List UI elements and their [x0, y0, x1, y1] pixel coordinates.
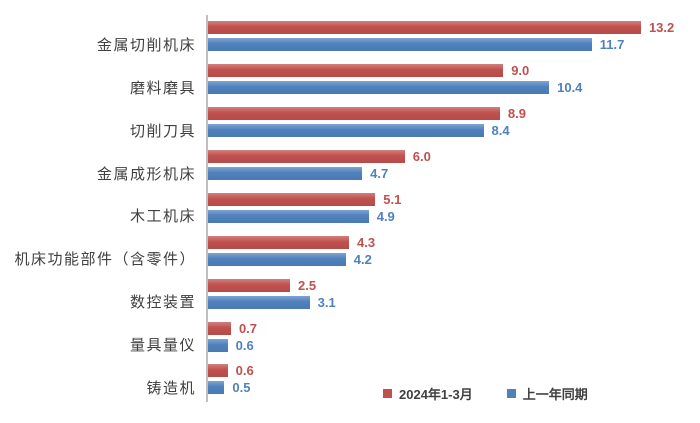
bar-pair: 0.7 0.6 [208, 320, 258, 353]
legend-label-previous-year: 上一年同期 [522, 387, 588, 402]
bar-pair: 2.5 3.1 [208, 277, 336, 310]
bar-line: 6.0 [208, 149, 431, 165]
bar-line: 11.7 [208, 37, 674, 53]
category-row: 金属切削机床 13.2 11.7 [0, 20, 700, 54]
bar-previous-year [208, 124, 484, 138]
legend-label-2024: 2024年1-3月 [399, 387, 473, 402]
bar-pair: 8.9 8.4 [208, 106, 526, 139]
bar-current-period [208, 364, 228, 378]
category-label: 木工机床 [129, 208, 196, 226]
category-label: 金属成形机床 [96, 165, 196, 183]
bar-line: 0.7 [208, 320, 258, 336]
bar-pair: 4.3 4.2 [208, 234, 376, 267]
bar-current-period [208, 21, 641, 35]
bar-current-period [208, 64, 504, 78]
bar-previous-year [208, 252, 346, 266]
value-label-previous-year: 4.7 [370, 166, 389, 182]
category-row: 量具量仪 0.7 0.6 [0, 320, 700, 355]
category-row: 机床功能部件（含零件） 4.3 4.2 [0, 234, 700, 269]
value-label-current-period: 6.0 [412, 149, 431, 165]
category-row: 数控装置 2.5 3.1 [0, 277, 700, 312]
bar-previous-year [208, 38, 592, 52]
bar-line: 0.6 [208, 337, 257, 353]
bar-line: 0.5 [208, 380, 254, 396]
value-label-previous-year: 10.4 [557, 80, 583, 96]
value-label-current-period: 9.0 [511, 63, 530, 79]
value-label-previous-year: 8.4 [491, 123, 510, 139]
value-label-previous-year: 4.9 [376, 208, 395, 224]
category-row: 金属成形机床 6.0 4.7 [0, 149, 700, 183]
value-label-current-period: 13.2 [648, 20, 675, 36]
bar-previous-year [208, 81, 550, 95]
category-row: 铸造机 0.6 0.5 [0, 363, 700, 397]
value-label-current-period: 4.3 [357, 234, 376, 250]
bar-line: 10.4 [208, 80, 583, 96]
bar-pair: 0.6 0.5 [208, 363, 254, 396]
bar-pair: 6.0 4.7 [208, 149, 431, 182]
bar-current-period [208, 321, 231, 335]
legend-swatch-red-icon [383, 389, 392, 398]
bar-current-period [208, 278, 290, 292]
bar-line: 2.5 [208, 277, 336, 293]
legend-item-previous-year: 上一年同期 [506, 384, 588, 403]
legend-swatch-blue-icon [506, 389, 516, 398]
bar-pair: 5.1 4.9 [208, 191, 402, 224]
value-label-previous-year: 11.7 [599, 37, 625, 53]
value-label-previous-year: 0.5 [232, 380, 251, 396]
value-label-current-period: 0.7 [238, 320, 258, 336]
category-label: 数控装置 [129, 294, 196, 312]
value-label-current-period: 8.9 [507, 106, 526, 122]
value-label-current-period: 0.6 [235, 363, 254, 379]
category-label: 铸造机 [146, 379, 196, 397]
value-label-previous-year: 3.1 [317, 294, 336, 310]
bar-line: 3.1 [208, 294, 336, 310]
bar-line: 4.9 [208, 208, 401, 224]
category-label: 量具量仪 [129, 337, 196, 355]
bar-line: 0.6 [208, 363, 254, 379]
category-row: 木工机床 5.1 4.9 [0, 191, 700, 226]
category-row: 磨料磨具 9.0 10.4 [0, 63, 700, 97]
plot-area: 金属切削机床 13.2 11.7 磨料磨具 9.0 10.4 切削刀具 8.9 8.4 金属成形机… [0, 15, 700, 401]
bar-line: 5.1 [208, 191, 402, 207]
category-label: 磨料磨具 [129, 79, 196, 97]
bar-previous-year [208, 167, 363, 181]
bar-line: 8.4 [208, 123, 526, 139]
bar-previous-year [208, 338, 228, 352]
value-label-current-period: 2.5 [298, 277, 317, 293]
category-label: 机床功能部件（含零件） [14, 251, 196, 269]
legend: 2024年1-3月 上一年同期 [383, 384, 588, 403]
bar-line: 4.7 [208, 166, 431, 182]
bar-pair: 9.0 10.4 [208, 63, 583, 96]
bar-current-period [208, 235, 350, 249]
category-label: 切削刀具 [129, 122, 196, 140]
bar-previous-year [208, 209, 369, 223]
legend-item-2024: 2024年1-3月 [383, 384, 473, 403]
bar-previous-year [208, 295, 310, 309]
category-row: 切削刀具 8.9 8.4 [0, 106, 700, 140]
bar-line: 8.9 [208, 106, 526, 122]
bar-previous-year [208, 381, 225, 395]
bar-line: 4.3 [208, 234, 376, 250]
value-label-previous-year: 4.2 [353, 251, 372, 267]
value-label-previous-year: 0.6 [235, 337, 254, 353]
bar-current-period [208, 150, 405, 164]
bar-current-period [208, 107, 500, 121]
bar-line: 13.2 [208, 20, 675, 36]
value-label-current-period: 5.1 [383, 191, 402, 207]
bar-line: 9.0 [208, 63, 582, 79]
bar-line: 4.2 [208, 251, 375, 267]
category-label: 金属切削机床 [96, 36, 196, 54]
bar-pair: 13.2 11.7 [208, 20, 675, 53]
y-axis-line [206, 15, 208, 402]
bar-current-period [208, 192, 376, 206]
